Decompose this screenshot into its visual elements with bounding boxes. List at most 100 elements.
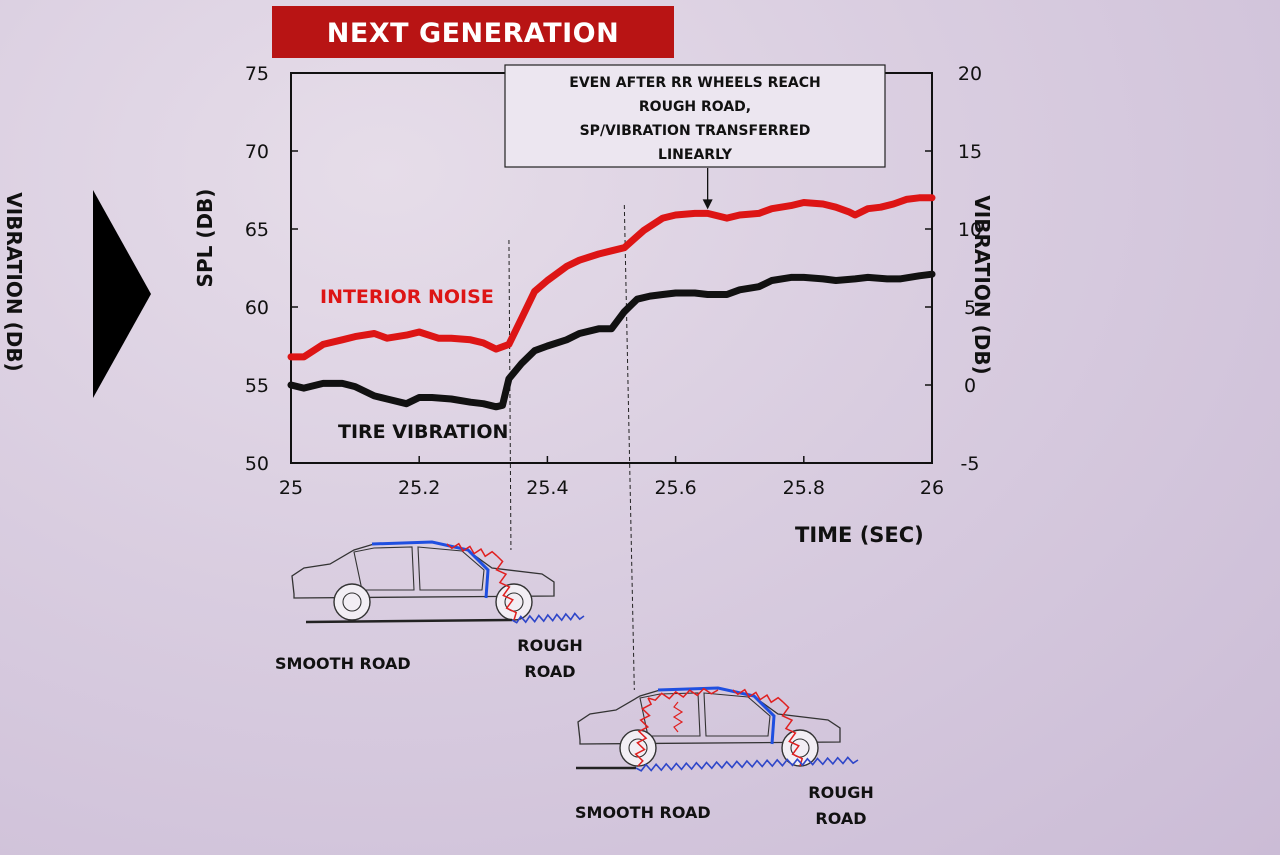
y-right-tick-label: 10 (958, 219, 982, 241)
data-point (886, 278, 888, 280)
data-point (771, 208, 773, 210)
data-point (521, 317, 523, 319)
tire-vibration-label: TIRE VIBRATION (338, 421, 508, 443)
data-point (598, 253, 600, 255)
car-wheel (619, 729, 657, 767)
rough-road-label: ROUGH (808, 783, 873, 802)
data-point (290, 356, 292, 358)
data-point (739, 289, 741, 291)
smooth-road-label: SMOOTH ROAD (575, 803, 711, 822)
car-window (353, 546, 415, 591)
data-point (623, 247, 625, 249)
data-point (373, 333, 375, 334)
data-point (322, 382, 324, 384)
data-point (726, 217, 728, 219)
car-body-blue-frame (657, 686, 776, 745)
smooth-road-label: SMOOTH ROAD (275, 654, 411, 673)
marker-lines (508, 204, 635, 691)
rough-road-line (635, 756, 859, 772)
annotation-arrow-head (702, 199, 713, 210)
annotation-callout: EVEN AFTER RR WHEELS REACH ROUGH ROAD, SP/… (504, 64, 886, 210)
data-point (707, 212, 709, 214)
data-point (303, 356, 305, 358)
data-point (450, 398, 452, 400)
data-point (578, 333, 580, 334)
y-left-tick-label: 60 (245, 297, 269, 319)
data-point (354, 336, 356, 338)
data-point (931, 273, 933, 275)
data-point (386, 398, 388, 400)
data-point (341, 382, 343, 384)
vibration-path (781, 701, 804, 767)
data-point (649, 295, 651, 297)
data-point (373, 395, 375, 397)
data-point (803, 276, 805, 278)
data-point (418, 397, 420, 398)
data-point (675, 292, 677, 294)
x-axis-title: TIME (SEC) (795, 523, 924, 547)
y-right-tick-label: 20 (958, 63, 982, 85)
rough-road-label: ROAD (524, 662, 575, 681)
vibration-path (495, 555, 518, 621)
y-right-tick-label: 15 (958, 141, 982, 163)
data-point (822, 203, 824, 205)
data-point (521, 362, 523, 364)
data-point (931, 197, 933, 199)
data-point (790, 205, 792, 207)
data-point (495, 406, 497, 408)
data-point (418, 331, 420, 333)
data-point (566, 265, 568, 267)
data-point (662, 217, 664, 219)
data-point (386, 337, 388, 339)
data-point (758, 212, 760, 214)
data-point (495, 348, 497, 350)
data-point (694, 292, 696, 294)
car-body-blue-frame (371, 540, 490, 599)
data-point (822, 278, 824, 280)
data-point (758, 286, 760, 288)
x-tick-label: 25.2 (398, 477, 440, 499)
y-left-tick-label: 70 (245, 141, 269, 163)
annotation-box (504, 64, 886, 168)
annotation-text-line: SP/VIBRATION TRANSFERRED (580, 123, 811, 139)
data-point (771, 280, 773, 281)
data-point (707, 294, 709, 295)
data-point (470, 401, 471, 403)
data-point (470, 339, 471, 341)
annotation-text-line: LINEARLY (658, 147, 733, 163)
x-tick-label: 26 (920, 477, 944, 499)
marker-line (623, 204, 635, 691)
chart-labels: INTERIOR NOISE TIRE VIBRATION (320, 286, 508, 443)
car-illustrations: SMOOTH ROAD ROUGH ROAD SMOOTH ROAD ROUGH ROAD (275, 540, 874, 828)
smooth-road-line (305, 618, 513, 624)
data-point (508, 343, 510, 345)
chart-series (287, 194, 936, 411)
data-point (726, 294, 728, 295)
data-point (341, 339, 343, 341)
data-point (437, 337, 439, 339)
data-point (636, 298, 638, 300)
header-banner: NEXT GENERATION (272, 6, 674, 58)
x-tick-label: 25.8 (783, 477, 825, 499)
data-point (867, 276, 869, 278)
data-point (848, 211, 850, 213)
chart-axes: 25 25.2 25.4 25.6 25.8 26 50 55 60 65 70 75 -5 0 5 10 15… (193, 63, 994, 547)
x-tick-label: 25.4 (526, 477, 568, 499)
car-window (703, 692, 771, 737)
data-point (431, 397, 433, 398)
car-scene-first: SMOOTH ROAD ROUGH ROAD (275, 540, 585, 681)
tire-vibration-line (287, 270, 936, 411)
data-point (508, 378, 510, 380)
y-left-tick-label: 50 (245, 453, 269, 475)
y-right-tick-label: -5 (961, 453, 980, 475)
data-point (835, 280, 837, 281)
car-window (417, 546, 485, 591)
data-point (546, 280, 548, 281)
y-left-tick-label: 65 (245, 219, 269, 241)
data-point (534, 350, 536, 352)
data-point (546, 345, 548, 347)
vibration-path (446, 542, 498, 558)
vibration-path (647, 687, 719, 702)
